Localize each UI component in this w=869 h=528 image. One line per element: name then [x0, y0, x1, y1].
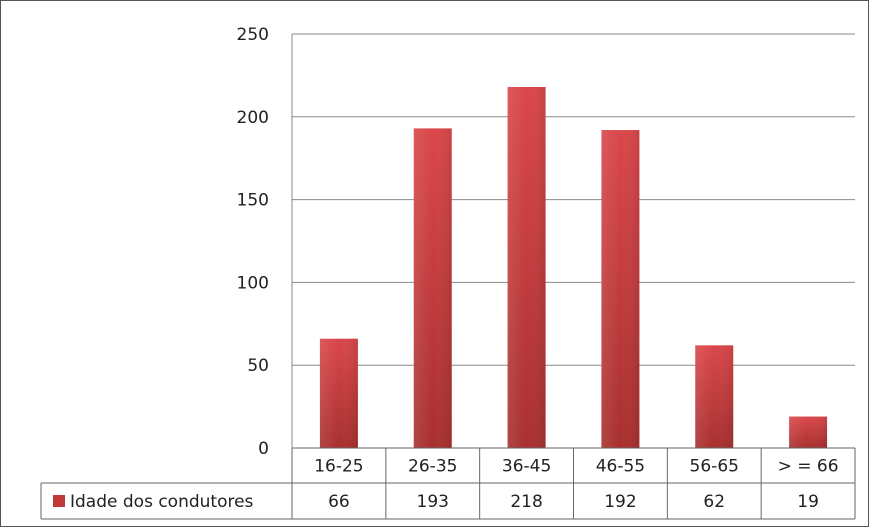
y-tick-label: 50 [247, 356, 269, 376]
bar-shading [507, 86, 546, 448]
bar-shading [413, 128, 452, 448]
x-category-label: 16-25 [314, 457, 363, 477]
x-category-label: > = 66 [778, 457, 839, 477]
data-table: 16-25 26-35 36-45 46-55 56-65 > = 66 Idade dos… [40, 447, 856, 520]
bar-shading [695, 345, 734, 448]
data-table-value: 66 [328, 492, 350, 512]
y-tick-label: 100 [237, 273, 269, 293]
legend-swatch [53, 495, 65, 507]
bar-shading [601, 130, 640, 448]
y-tick-label: 200 [237, 108, 269, 128]
y-tick-label: 0 [258, 439, 269, 459]
y-tick-label: 150 [237, 191, 269, 211]
data-table-value: 192 [604, 492, 636, 512]
bar-shading [319, 338, 358, 448]
x-category-label: 46-55 [596, 457, 645, 477]
legend-label: Idade dos condutores [70, 492, 254, 512]
x-category-label: 26-35 [408, 457, 457, 477]
y-axis-tick-labels: 0 50 100 150 200 250 [237, 25, 269, 459]
gridlines [291, 33, 855, 448]
x-category-label: 56-65 [690, 457, 739, 477]
bars [319, 86, 828, 448]
data-table-value: 218 [510, 492, 542, 512]
bar-shading [789, 416, 828, 448]
data-table-value: 19 [797, 492, 819, 512]
x-category-label: 36-45 [502, 457, 551, 477]
y-tick-label: 250 [237, 25, 269, 45]
data-table-value: 62 [703, 492, 725, 512]
data-table-value: 193 [417, 492, 449, 512]
